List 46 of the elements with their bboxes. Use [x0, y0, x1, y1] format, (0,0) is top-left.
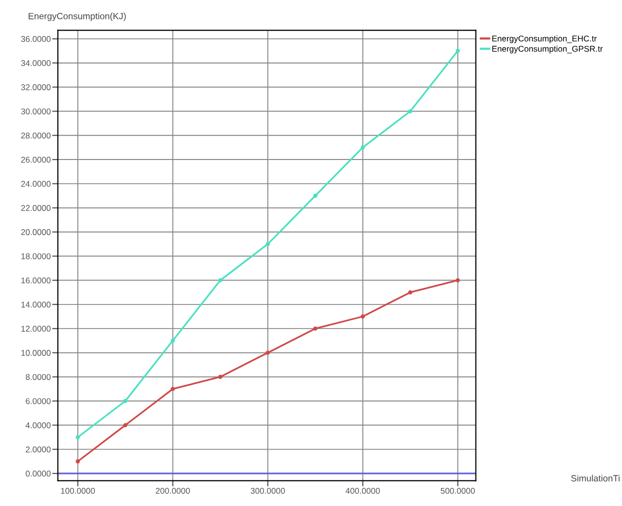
- point: [123, 423, 128, 428]
- x-tick-label: 500.0000: [440, 488, 475, 494]
- y-axis-title: EnergyConsumption(KJ): [28, 12, 126, 22]
- x-tick-label: 200.0000: [156, 488, 190, 494]
- point: [456, 48, 460, 53]
- y-tick-label: 30.0000: [21, 108, 51, 114]
- y-tick-label: 2.0000: [26, 446, 51, 452]
- y-tick-label: 36.0000: [21, 36, 51, 42]
- y-tick-label: 18.0000: [21, 253, 51, 260]
- x-tick-label: 400.0000: [346, 488, 380, 494]
- point: [456, 278, 460, 282]
- legend-label: EnergyConsumption_GPSR.tr: [492, 46, 603, 54]
- y-tick-label: 26.0000: [21, 156, 51, 163]
- point: [123, 398, 128, 404]
- point: [170, 338, 175, 343]
- point: [360, 314, 365, 319]
- point: [266, 242, 270, 246]
- point: [76, 435, 80, 440]
- x-tick-label: 100.0000: [61, 488, 95, 494]
- point: [313, 326, 318, 331]
- y-tick-label: 10.0000: [21, 350, 51, 356]
- point: [360, 145, 365, 150]
- y-tick-label: 22.0000: [21, 205, 51, 211]
- x-tick-label: 300.0000: [250, 488, 285, 494]
- point: [408, 290, 412, 294]
- point: [218, 374, 222, 379]
- y-tick-label: 8.0000: [26, 374, 51, 380]
- y-tick-label: 20.0000: [21, 229, 51, 236]
- legend-label: EnergyConsumption_EHC.tr: [492, 35, 597, 44]
- y-tick-label: 16.0000: [21, 277, 51, 284]
- point: [170, 386, 175, 392]
- y-tick-label: 24.0000: [21, 180, 51, 187]
- y-tick-label: 34.0000: [21, 60, 51, 66]
- y-tick-label: 14.0000: [21, 302, 51, 308]
- text: SimulationTi: [571, 474, 620, 482]
- y-tick-label: 6.0000: [26, 398, 51, 404]
- y-tick-label: 12.0000: [21, 326, 51, 332]
- point: [218, 278, 222, 282]
- y-tick-label: 4.0000: [26, 422, 51, 428]
- point: [408, 109, 412, 114]
- y-tick-label: 0.0000: [26, 470, 51, 477]
- point: [266, 350, 270, 355]
- y-tick-label: 28.0000: [21, 132, 51, 138]
- point: [313, 194, 318, 198]
- y-tick-label: 32.0000: [21, 84, 51, 90]
- point: [76, 459, 80, 464]
